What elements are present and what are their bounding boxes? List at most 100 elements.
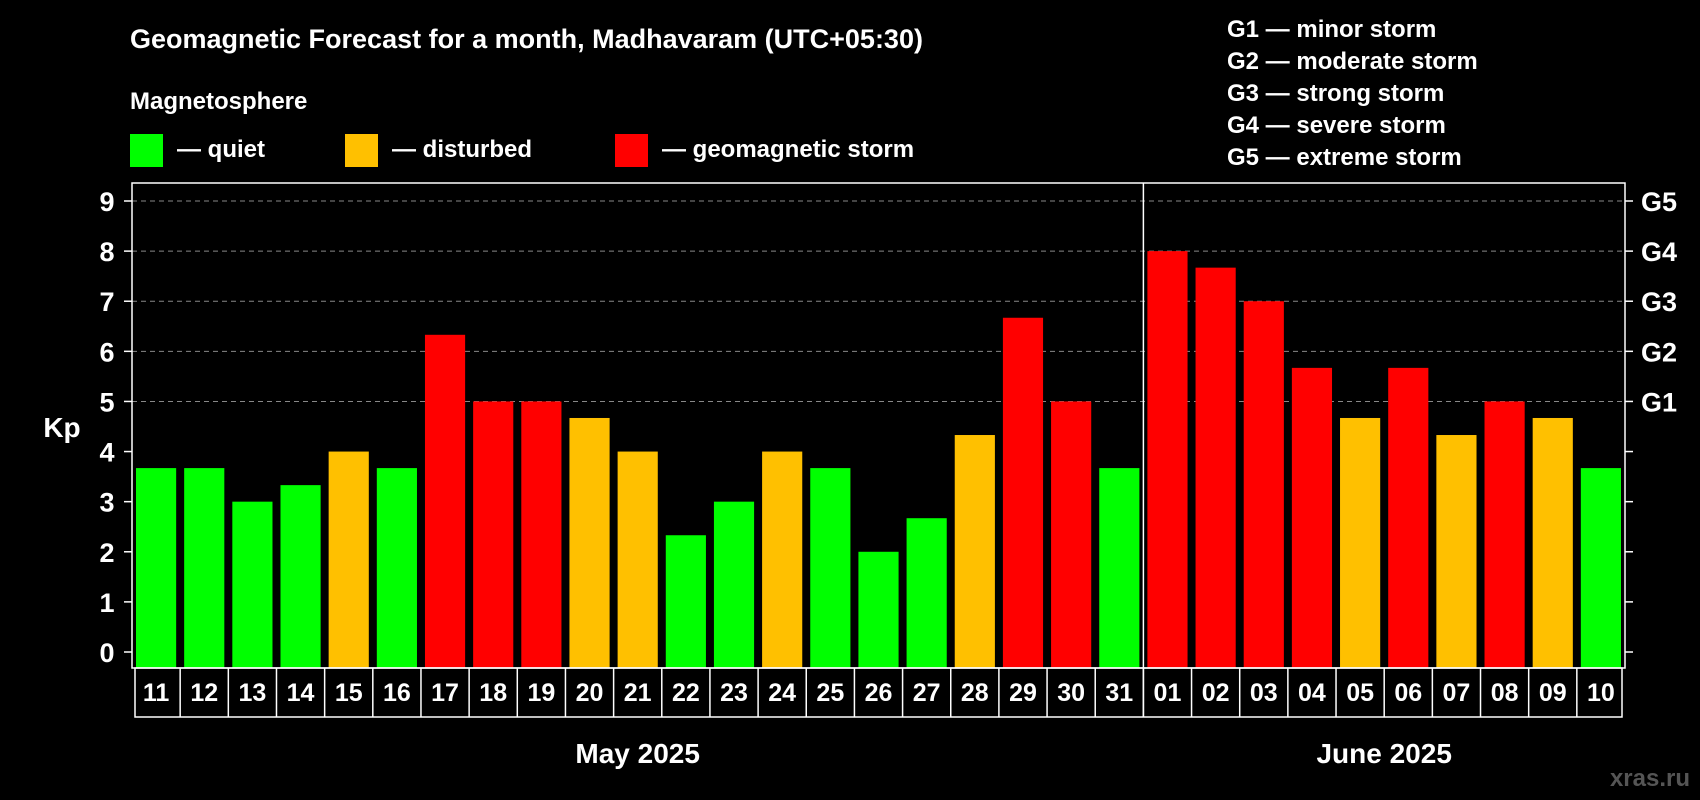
- bar-17: [424, 334, 466, 668]
- x-tick-label: 18: [479, 679, 507, 707]
- x-tick-label: 19: [527, 679, 555, 707]
- y-tick-label: 0: [99, 638, 114, 668]
- bar-03: [1243, 301, 1284, 668]
- x-tick-label: 28: [961, 679, 989, 707]
- x-tick-label: 05: [1346, 679, 1374, 707]
- axes: [124, 182, 1633, 718]
- y-tick-label: 8: [99, 237, 114, 267]
- x-tick-label: 16: [383, 679, 411, 707]
- bar-04: [1291, 367, 1333, 668]
- bar-30: [1051, 401, 1092, 668]
- watermark: xras.ru: [1610, 765, 1690, 792]
- x-tick-label: 02: [1202, 679, 1230, 707]
- y-tick-label: 3: [99, 488, 114, 518]
- x-tick-label: 15: [335, 679, 363, 707]
- g-scale-legend: G1 — minor storm G2 — moderate storm G3 — …: [1227, 16, 1478, 171]
- g-scale-item: G1 — minor storm: [1227, 16, 1436, 43]
- date-box: [134, 667, 1623, 718]
- bar-27: [906, 518, 947, 668]
- legend-swatch-quiet: [130, 134, 163, 167]
- x-tick-label: 04: [1298, 679, 1326, 707]
- bar-08: [1484, 401, 1525, 668]
- month-label: June 2025: [1316, 738, 1451, 769]
- bar-24: [762, 451, 803, 668]
- x-axis-labels: 11 12 13 14 15 16 17 18 19 20 21 22 23 24 25 26 27 28 29 30…: [143, 679, 1615, 769]
- bar-series: [136, 251, 1621, 668]
- y-tick-label: 2: [99, 538, 114, 568]
- g-tick-label: G4: [1641, 237, 1677, 267]
- x-tick-label: 07: [1443, 679, 1471, 707]
- bar-11: [136, 468, 177, 668]
- x-tick-label: 25: [816, 679, 844, 707]
- g-scale-item: G5 — extreme storm: [1227, 144, 1462, 171]
- bar-18: [473, 401, 514, 668]
- bar-07: [1436, 435, 1477, 668]
- bar-14: [280, 485, 321, 668]
- legend-swatch-storm: [615, 134, 648, 167]
- month-label: May 2025: [575, 738, 700, 769]
- x-tick-label: 27: [913, 679, 941, 707]
- x-tick-label: 11: [143, 679, 170, 707]
- bar-21: [617, 451, 658, 668]
- bar-09: [1532, 417, 1573, 668]
- x-tick-label: 08: [1491, 679, 1519, 707]
- legend-label-quiet: — quiet: [177, 136, 265, 163]
- bar-22: [665, 535, 706, 668]
- x-tick-label: 31: [1105, 679, 1133, 707]
- y-tick-label: 4: [99, 438, 114, 468]
- bar-01: [1147, 251, 1188, 668]
- g-tick-label: G5: [1641, 187, 1677, 217]
- gridlines: [132, 200, 1625, 402]
- x-tick-label: 03: [1250, 679, 1278, 707]
- g-scale-item: G3 — strong storm: [1227, 80, 1444, 107]
- bar-20: [569, 417, 610, 668]
- bar-26: [858, 551, 899, 668]
- bar-10: [1580, 468, 1621, 668]
- x-tick-label: 12: [190, 679, 218, 707]
- x-tick-label: 29: [1009, 679, 1037, 707]
- x-tick-label: 09: [1539, 679, 1567, 707]
- g-tick-label: G1: [1641, 387, 1677, 417]
- g-tick-label: G3: [1641, 287, 1677, 317]
- x-tick-label: 24: [768, 679, 796, 707]
- y-axis-label: Kp: [43, 412, 80, 443]
- bar-31: [1099, 468, 1140, 668]
- bar-12: [184, 468, 225, 668]
- legend-swatch-disturbed: [345, 134, 378, 167]
- chart-title: Geomagnetic Forecast for a month, Madhav…: [130, 24, 923, 54]
- x-tick-label: 13: [238, 679, 266, 707]
- bar-13: [232, 501, 273, 668]
- x-tick-label: 21: [624, 679, 652, 707]
- bar-19: [521, 401, 562, 668]
- y-tick-label: 9: [99, 187, 114, 217]
- g-scale-item: G4 — severe storm: [1227, 112, 1446, 139]
- legend-label-disturbed: — disturbed: [392, 136, 532, 163]
- bar-05: [1340, 417, 1381, 668]
- bar-06: [1388, 367, 1429, 668]
- legend-label-storm: — geomagnetic storm: [662, 136, 914, 163]
- bar-29: [1002, 317, 1044, 668]
- x-tick-label: 17: [431, 679, 459, 707]
- bar-23: [713, 501, 755, 668]
- bar-28: [954, 435, 995, 668]
- x-tick-label: 30: [1057, 679, 1085, 707]
- y-tick-label: 6: [99, 337, 114, 367]
- x-tick-label: 20: [576, 679, 604, 707]
- x-tick-label: 26: [865, 679, 893, 707]
- g-scale-item: G2 — moderate storm: [1227, 48, 1478, 75]
- legend: — quiet — disturbed — geomagnetic storm: [130, 134, 914, 167]
- x-tick-label: 01: [1154, 679, 1182, 707]
- bar-15: [328, 451, 369, 668]
- x-tick-label: 06: [1394, 679, 1422, 707]
- y-tick-label: 1: [99, 588, 114, 618]
- x-tick-label: 23: [720, 679, 748, 707]
- bar-02: [1195, 267, 1236, 668]
- x-tick-label: 10: [1587, 679, 1615, 707]
- y-tick-label: 7: [99, 287, 114, 317]
- y-tick-label: 5: [99, 387, 114, 417]
- x-tick-label: 22: [672, 679, 700, 707]
- bar-16: [376, 468, 417, 668]
- bar-25: [810, 468, 851, 668]
- legend-title: Magnetosphere: [130, 88, 307, 115]
